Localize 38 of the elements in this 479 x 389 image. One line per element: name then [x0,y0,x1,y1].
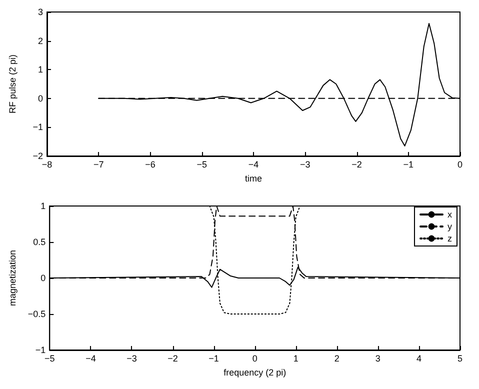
x-tick-label: 4 [416,354,422,364]
y-tick-label: −2 [32,151,43,161]
y-axis-title: RF pulse (2 pi) [8,54,18,114]
x-tick-label: 0 [457,160,463,170]
x-tick-label: −2 [352,160,362,170]
y-tick-label: −0.5 [28,309,46,319]
legend-label: z [448,234,452,244]
legend-label: x [448,210,452,220]
y-tick-label: 2 [38,36,43,46]
x-tick-label: −3 [300,160,310,170]
x-tick-label: 2 [334,354,340,364]
y-axis-title: magnetization [8,250,18,306]
x-tick-label: −1 [403,160,414,170]
y-tick-label: 1 [38,64,43,75]
x-tick-label: −4 [248,160,259,170]
y-tick-label: −1 [32,122,43,132]
x-tick-label: −2 [168,354,178,364]
legend-label: y [448,222,452,232]
y-tick-label: 3 [38,7,43,17]
x-tick-label: 0 [252,354,258,364]
y-tick-label: 0.5 [33,237,46,247]
x-tick-label: −1 [208,354,219,364]
x-tick-label: −6 [145,160,156,170]
x-axis-title: frequency (2 pi) [224,367,286,378]
x-tick-label: −8 [42,160,52,170]
y-tick-label: 1 [40,201,46,211]
x-tick-label: 1 [293,354,298,364]
x-tick-label: −7 [93,160,104,170]
y-tick-label: 0 [40,273,46,283]
x-axis-title: time [244,173,262,184]
x-tick-label: −3 [126,354,137,364]
y-tick-label: 0 [38,93,43,104]
y-tick-label: −1 [35,345,46,355]
x-tick-label: 5 [457,354,463,364]
x-tick-label: 3 [375,354,380,364]
x-tick-label: −5 [44,354,55,364]
x-tick-label: −5 [196,160,208,170]
x-tick-label: −4 [86,354,96,364]
